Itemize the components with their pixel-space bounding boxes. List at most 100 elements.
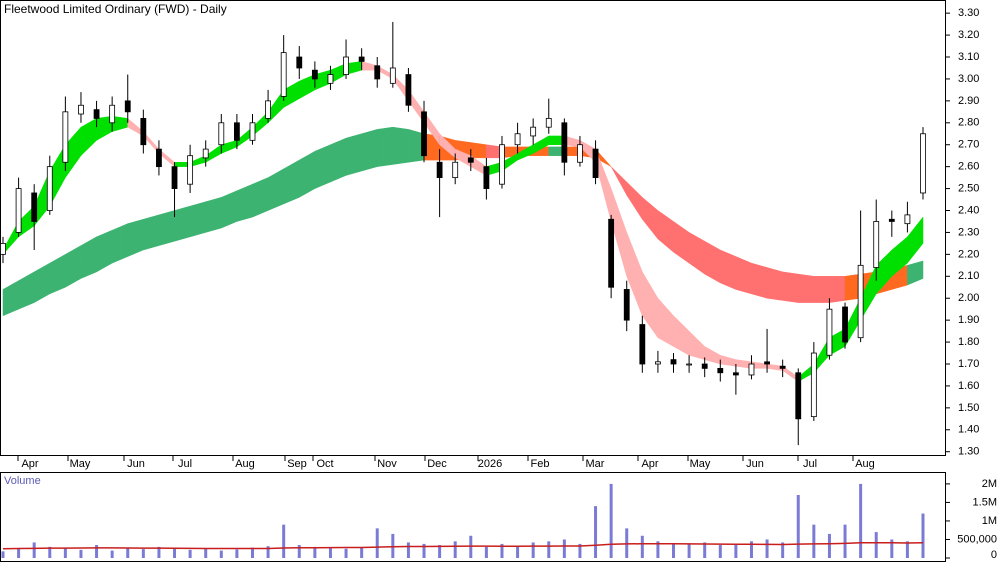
candle-body [405, 74, 412, 106]
volume-bar [859, 483, 863, 558]
volume-bar [578, 543, 582, 558]
slow-band [720, 249, 737, 290]
price-frame [0, 0, 946, 456]
volume-bar [609, 483, 613, 558]
x-tick-label: Aug [855, 458, 875, 470]
slow-band [174, 205, 191, 242]
slow-band [80, 236, 97, 279]
slow-band [361, 129, 378, 172]
candle-body [904, 214, 911, 225]
volume-bar [921, 513, 925, 558]
slow-band [299, 150, 316, 198]
y2-tick-label: 1.5M [973, 496, 997, 508]
volume-bar [188, 549, 192, 558]
candle-body [608, 218, 615, 288]
x-tick-label: 2026 [478, 458, 502, 470]
candle-body [623, 289, 630, 321]
volume-bar [375, 528, 379, 558]
slow-band [236, 183, 253, 222]
candle-body [140, 118, 147, 146]
volume-bar [781, 542, 785, 558]
y-tick-label: 2.40 [958, 204, 979, 216]
x-tick-label: Oct [316, 458, 333, 470]
x-tick-label: Sep [287, 458, 307, 470]
y-tick-label: 1.90 [958, 314, 979, 326]
candle-body [46, 166, 53, 211]
candle-body [467, 157, 474, 163]
volume-title: Volume [4, 475, 41, 487]
fast-band [720, 354, 737, 367]
volume-bar [890, 539, 894, 558]
candle-body [655, 361, 661, 365]
volume-bar [219, 550, 223, 558]
slow-band [829, 276, 846, 303]
slow-band [642, 196, 659, 240]
x-tick-label: Nov [377, 458, 397, 470]
candle-body [764, 361, 770, 365]
slow-band [143, 214, 160, 251]
volume-bar [297, 545, 301, 558]
slow-band [205, 197, 222, 233]
slow-band [2, 280, 19, 317]
candle-body [202, 148, 209, 159]
candle-body [639, 324, 646, 365]
y-tick-label: 2.00 [958, 292, 979, 304]
candle-body [795, 372, 802, 420]
volume-bar [734, 545, 738, 558]
volume-bar [453, 541, 457, 558]
slow-band [111, 223, 128, 264]
volume-bar [469, 535, 473, 558]
candle-body [343, 56, 349, 75]
candle-body [156, 148, 162, 168]
volume-bar [438, 545, 442, 558]
candle-body [124, 100, 131, 113]
candle-body [15, 188, 22, 233]
volume-bar [500, 543, 504, 558]
candle-body [389, 67, 396, 84]
slow-band [376, 126, 394, 167]
candle-body [109, 104, 116, 124]
x-tick-label: May [70, 458, 91, 470]
slow-band [221, 190, 238, 229]
candle-body [592, 148, 599, 179]
slow-band [127, 218, 144, 257]
volume-bar [406, 542, 410, 558]
y-tick-label: 1.60 [958, 380, 979, 392]
slow-band [798, 273, 815, 303]
volume-bar [79, 549, 83, 558]
candle-body [888, 218, 895, 222]
slow-band [470, 142, 487, 159]
x-tick-label: Jun [746, 458, 764, 470]
y-tick-label: 1.30 [958, 446, 979, 458]
candle-body [327, 74, 334, 84]
candle-body [483, 166, 490, 189]
volume-bar [905, 541, 909, 558]
x-tick-label: Jul [178, 458, 192, 470]
x-tick-label: Feb [531, 458, 550, 470]
volume-bar [516, 546, 520, 558]
candle-body [842, 306, 848, 343]
volume-bar [687, 543, 691, 558]
y-tick-label: 3.10 [958, 51, 979, 63]
volume-bar [17, 548, 21, 558]
candle-body [62, 111, 69, 163]
candle-body [857, 264, 864, 339]
candle-body [31, 192, 38, 222]
candle-body [249, 122, 256, 141]
slow-band [704, 240, 721, 284]
candle-body [280, 52, 287, 97]
candle-body [187, 155, 194, 185]
volume-bar [422, 543, 426, 558]
volume-bar [282, 524, 286, 558]
candle-body [436, 161, 443, 179]
volume-bar [874, 532, 878, 558]
candle-body [686, 363, 693, 366]
y-tick-label: 2.80 [958, 117, 979, 129]
y2-tick-label: 0 [991, 549, 997, 561]
axes: 1.30 1.40 1.50 1.60 1.70 1.80 1.90 2.00 2.10 2.20… [17, 7, 997, 561]
y-tick-label: 2.50 [958, 182, 979, 194]
candle-body [421, 111, 427, 157]
slow-band [813, 276, 830, 303]
slow-band [782, 271, 799, 303]
slow-band [610, 166, 627, 196]
